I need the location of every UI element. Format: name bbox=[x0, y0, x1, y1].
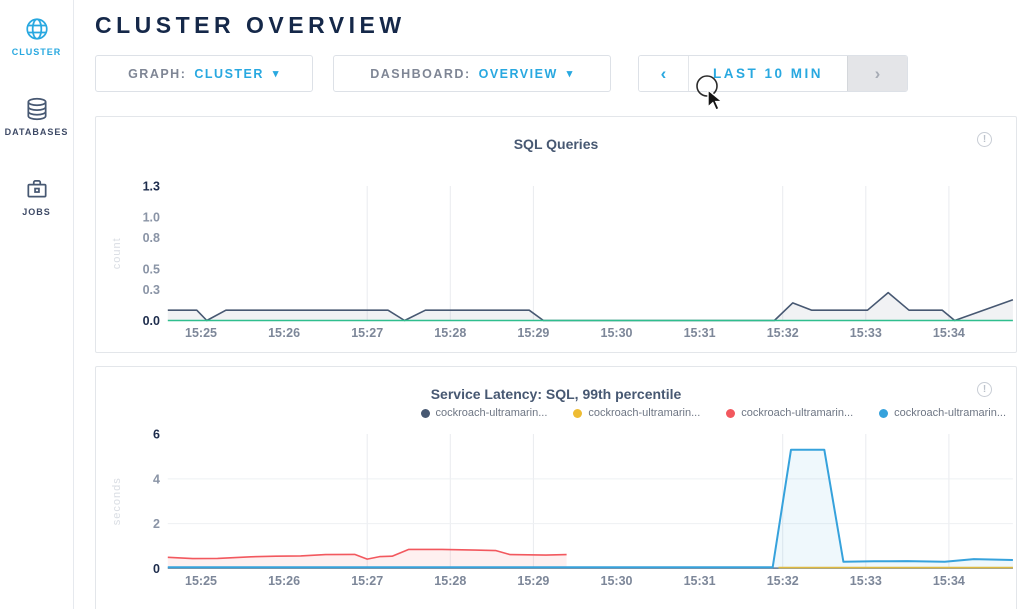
x-tick-label: 15:30 bbox=[601, 574, 633, 588]
page-title: CLUSTER OVERVIEW bbox=[95, 12, 406, 38]
globe-icon bbox=[25, 18, 48, 40]
graph-dropdown-value: CLUSTER bbox=[194, 66, 264, 81]
legend-label: cockroach-ultramarin... bbox=[435, 407, 548, 419]
legend-label: cockroach-ultramarin... bbox=[588, 407, 701, 419]
legend-item: cockroach-ultramarin... bbox=[879, 407, 1006, 419]
graph-dropdown-label: GRAPH: bbox=[128, 66, 187, 81]
main-content: CLUSTER OVERVIEW GRAPH: CLUSTER ▾ DASHBO… bbox=[74, 0, 1032, 609]
legend-dot-icon bbox=[879, 408, 889, 418]
sidebar-item-label: CLUSTER bbox=[11, 47, 62, 57]
info-icon[interactable]: ! bbox=[977, 382, 992, 397]
x-tick-label: 15:29 bbox=[517, 326, 549, 340]
x-tick-label: 15:28 bbox=[434, 326, 466, 340]
chart-title: Service Latency: SQL, 99th percentile bbox=[430, 386, 682, 402]
x-tick-label: 15:26 bbox=[268, 326, 300, 340]
x-tick-label: 15:33 bbox=[850, 326, 882, 340]
y-tick-label: 0.0 bbox=[143, 314, 160, 328]
legend-item: cockroach-ultramarin... bbox=[573, 407, 700, 419]
sql-queries-panel: SQL Queries ! 15:25 15:26 15:27 15:28 15:29 1… bbox=[95, 116, 1017, 353]
y-tick-label: 6 bbox=[153, 428, 160, 442]
y-tick-label: 0.3 bbox=[143, 283, 160, 297]
x-tick-label: 15:27 bbox=[351, 574, 383, 588]
x-tick-label: 15:32 bbox=[767, 574, 799, 588]
y-tick-label: 1.0 bbox=[143, 211, 160, 225]
time-range-next-button[interactable]: › bbox=[847, 56, 907, 91]
service-latency-chart[interactable]: 15:25 15:26 15:27 15:28 15:29 15:30 15:31 15:32… bbox=[96, 425, 1018, 600]
sidebar-item-cluster[interactable]: CLUSTER bbox=[0, 0, 73, 80]
dashboard-dropdown-value: OVERVIEW bbox=[478, 66, 558, 81]
y-tick-label: 0 bbox=[153, 562, 160, 576]
node-blue-line bbox=[167, 448, 1013, 569]
info-icon[interactable]: ! bbox=[977, 132, 992, 147]
service-latency-panel: Service Latency: SQL, 99th percentile ! … bbox=[95, 366, 1017, 609]
node-blue-area bbox=[167, 449, 1013, 569]
sidebar-item-databases[interactable]: DATABASES bbox=[0, 80, 73, 160]
node-red-area bbox=[167, 549, 567, 569]
x-tick-label: 15:31 bbox=[684, 326, 716, 340]
x-tick-label: 15:25 bbox=[185, 574, 217, 588]
chevron-right-icon: › bbox=[874, 63, 881, 83]
databases-icon bbox=[26, 97, 47, 121]
x-tick-label: 15:26 bbox=[268, 574, 300, 588]
x-tick-label: 15:34 bbox=[933, 326, 965, 340]
chevron-down-icon: ▾ bbox=[566, 68, 574, 80]
sidebar: CLUSTER DATABASES JOBS bbox=[0, 0, 74, 609]
x-tick-label: 15:33 bbox=[850, 574, 882, 588]
legend-item: cockroach-ultramarin... bbox=[420, 407, 548, 419]
legend-dot-icon bbox=[420, 408, 430, 418]
y-axis-label: count bbox=[111, 237, 123, 269]
legend-dot-icon bbox=[573, 408, 583, 418]
x-tick-label: 15:25 bbox=[185, 326, 217, 340]
x-tick-label: 15:28 bbox=[434, 574, 466, 588]
chart-title: SQL Queries bbox=[513, 136, 599, 152]
x-tick-label: 15:29 bbox=[517, 574, 549, 588]
sidebar-item-label: JOBS bbox=[22, 207, 51, 217]
time-range-label[interactable]: LAST 10 MIN bbox=[689, 56, 847, 91]
y-tick-label: 0.8 bbox=[143, 231, 160, 245]
sql-queries-chart[interactable]: 15:25 15:26 15:27 15:28 15:29 15:30 15:31 15:32… bbox=[96, 177, 1018, 352]
legend-label: cockroach-ultramarin... bbox=[894, 407, 1006, 419]
time-range-selector: ‹ LAST 10 MIN › bbox=[638, 55, 908, 92]
briefcase-icon bbox=[26, 180, 47, 198]
legend-label: cockroach-ultramarin... bbox=[741, 407, 854, 419]
dashboard-dropdown-label: DASHBOARD: bbox=[370, 66, 471, 81]
sql-queries-area bbox=[167, 292, 1013, 321]
legend-dot-icon bbox=[726, 408, 736, 418]
x-tick-label: 15:30 bbox=[601, 326, 633, 340]
graph-dropdown[interactable]: GRAPH: CLUSTER ▾ bbox=[95, 55, 313, 92]
controls-bar: GRAPH: CLUSTER ▾ DASHBOARD: OVERVIEW ▾ ‹… bbox=[95, 55, 1032, 92]
chart-legend: cockroach-ultramarin... cockroach-ultrama… bbox=[395, 407, 1006, 419]
y-tick-label: 2 bbox=[153, 517, 160, 531]
time-range-prev-button[interactable]: ‹ bbox=[639, 56, 689, 91]
chevron-left-icon: ‹ bbox=[660, 63, 667, 83]
x-tick-label: 15:31 bbox=[684, 574, 716, 588]
x-tick-label: 15:34 bbox=[933, 574, 965, 588]
x-tick-label: 15:27 bbox=[351, 326, 383, 340]
node-red-line bbox=[167, 548, 567, 560]
y-tick-label: 4 bbox=[153, 472, 160, 486]
y-axis-label: seconds bbox=[111, 477, 123, 525]
y-tick-label: 0.5 bbox=[143, 262, 160, 276]
x-tick-label: 15:32 bbox=[767, 326, 799, 340]
sidebar-item-label: DATABASES bbox=[4, 127, 69, 137]
chevron-down-icon: ▾ bbox=[272, 68, 280, 80]
sidebar-item-jobs[interactable]: JOBS bbox=[0, 160, 73, 240]
y-tick-label: 1.3 bbox=[143, 180, 160, 194]
dashboard-dropdown[interactable]: DASHBOARD: OVERVIEW ▾ bbox=[333, 55, 611, 92]
legend-item: cockroach-ultramarin... bbox=[726, 407, 853, 419]
